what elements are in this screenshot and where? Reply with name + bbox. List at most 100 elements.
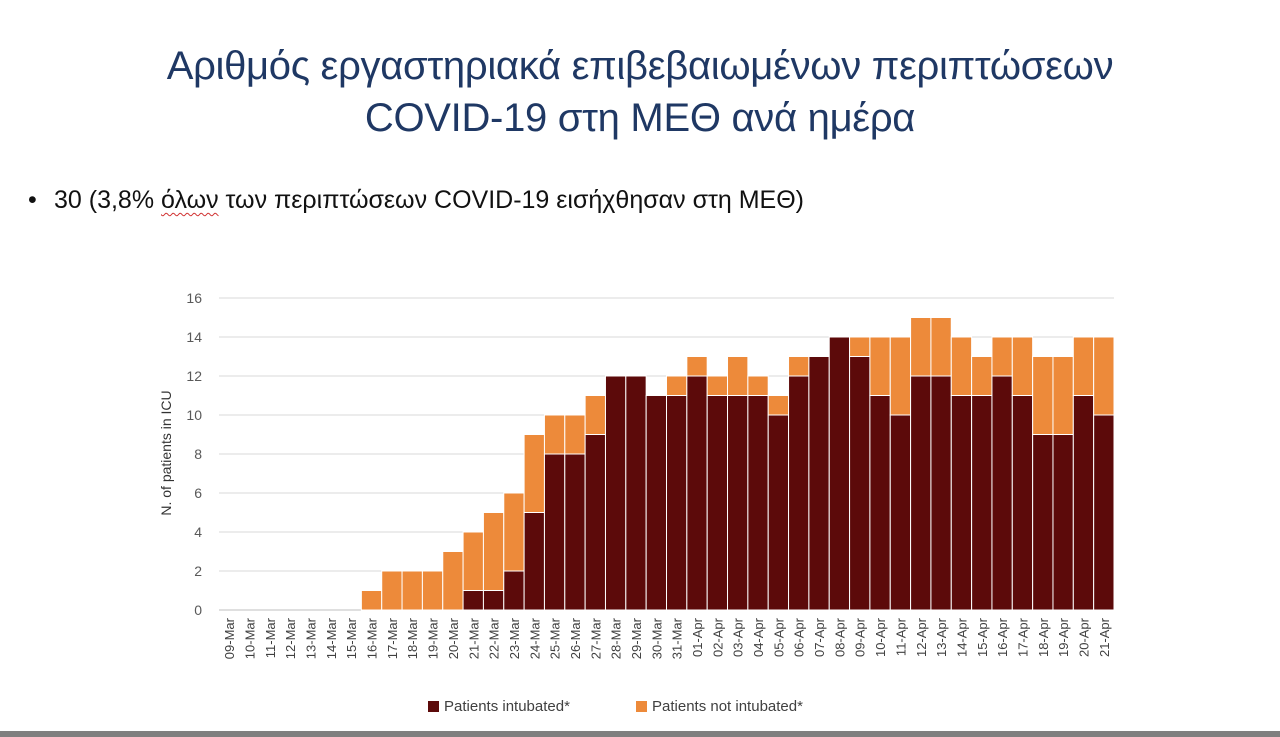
x-tick-label: 30-Mar <box>649 617 664 659</box>
x-tick-label: 18-Apr <box>1036 617 1051 657</box>
bar-intubated <box>604 375 627 611</box>
x-tick-label: 29-Mar <box>629 617 644 659</box>
bar-not-intubated <box>686 356 708 377</box>
x-tick-label: 28-Mar <box>609 617 624 659</box>
bar-not-intubated <box>401 570 423 611</box>
chart-bars <box>360 317 1115 611</box>
bar-intubated <box>1052 434 1074 611</box>
x-tick-label: 06-Apr <box>792 617 807 657</box>
x-tick-label: 01-Apr <box>690 617 705 657</box>
bar-not-intubated <box>421 570 444 611</box>
bar-not-intubated <box>727 356 749 396</box>
y-axis-ticks: 0 2 4 6 8 10 12 14 16 <box>186 290 202 618</box>
bar-intubated <box>686 375 708 611</box>
bar-intubated <box>1011 395 1034 611</box>
legend-label: Patients not intubated* <box>652 698 803 715</box>
bar-not-intubated <box>360 590 383 611</box>
x-tick-label: 16-Mar <box>365 617 380 659</box>
bar-intubated <box>564 453 586 611</box>
x-tick-label: 10-Apr <box>873 617 888 657</box>
bar-intubated <box>910 375 932 611</box>
bar-not-intubated <box>910 317 932 377</box>
bar-intubated <box>889 414 912 611</box>
bar-not-intubated <box>482 512 505 591</box>
x-tick-label: 22-Mar <box>487 617 502 659</box>
bar-intubated <box>523 512 545 611</box>
x-tick-label: 11-Mar <box>263 617 278 658</box>
x-axis-ticks: 09-Mar 10-Mar 11-Mar 12-Mar 13-Mar 14-Mar 15-M… <box>222 617 1112 659</box>
x-tick-label: 25-Mar <box>548 617 563 659</box>
bar-not-intubated <box>1032 356 1054 435</box>
bullet-text-prefix: 30 (3,8% <box>54 186 162 214</box>
bullet-point: • 30 (3,8% όλων των περιπτώσεων COVID-19 … <box>28 186 804 215</box>
bar-not-intubated <box>381 570 403 611</box>
bar-intubated <box>666 395 688 611</box>
bar-intubated <box>971 395 993 611</box>
bar-not-intubated <box>788 356 810 377</box>
y-tick-label: 16 <box>186 290 202 306</box>
x-tick-label: 11-Apr <box>893 617 908 656</box>
x-tick-label: 17-Mar <box>385 617 400 659</box>
legend-swatch <box>428 701 439 712</box>
bar-intubated <box>808 356 830 611</box>
bar-not-intubated <box>543 414 566 455</box>
bar-intubated <box>543 453 566 611</box>
x-tick-label: 16-Apr <box>995 617 1010 657</box>
bar-not-intubated <box>849 336 871 357</box>
bar-intubated <box>950 395 973 611</box>
x-tick-label: 09-Mar <box>222 617 237 659</box>
bar-not-intubated <box>971 356 993 396</box>
y-tick-label: 6 <box>194 485 202 501</box>
bullet-dot-icon: • <box>28 186 37 214</box>
bar-intubated <box>991 375 1013 611</box>
x-tick-label: 13-Mar <box>304 617 319 659</box>
bar-not-intubated <box>523 434 545 513</box>
bar-intubated <box>1072 395 1095 611</box>
bar-not-intubated <box>889 336 912 416</box>
x-tick-label: 19-Apr <box>1056 617 1071 657</box>
bar-intubated <box>584 434 606 611</box>
bar-intubated <box>706 395 729 611</box>
x-tick-label: 05-Apr <box>771 617 786 657</box>
slide-title: Αριθμός εργαστηριακά επιβεβαιωμένων περι… <box>0 40 1280 144</box>
y-tick-label: 4 <box>194 524 202 540</box>
x-tick-label: 15-Mar <box>344 617 359 659</box>
x-tick-label: 07-Apr <box>812 617 827 657</box>
bar-not-intubated <box>442 551 464 611</box>
x-tick-label: 12-Apr <box>914 617 929 657</box>
bar-not-intubated <box>1072 336 1095 396</box>
bar-intubated <box>645 395 668 611</box>
bar-intubated <box>503 570 525 611</box>
y-tick-label: 12 <box>186 368 202 384</box>
x-tick-label: 08-Apr <box>832 617 847 657</box>
bar-intubated <box>767 414 790 611</box>
x-tick-label: 24-Mar <box>527 617 542 659</box>
y-tick-label: 8 <box>194 446 202 462</box>
bar-intubated <box>930 375 952 611</box>
bar-not-intubated <box>706 375 729 396</box>
legend-swatch <box>636 701 647 712</box>
x-tick-label: 31-Mar <box>670 617 685 659</box>
bar-intubated <box>747 395 769 611</box>
bar-intubated <box>727 395 749 611</box>
x-tick-label: 19-Mar <box>426 617 441 659</box>
y-tick-label: 14 <box>186 329 202 345</box>
y-axis-label: N. of patients in ICU <box>158 390 174 515</box>
bar-not-intubated <box>767 395 790 416</box>
x-tick-label: 23-Mar <box>507 617 522 659</box>
bar-not-intubated <box>1011 336 1034 396</box>
bar-not-intubated <box>950 336 973 396</box>
x-tick-label: 21-Apr <box>1097 617 1112 657</box>
x-tick-label: 20-Apr <box>1076 617 1091 657</box>
bar-not-intubated <box>666 375 688 396</box>
bar-intubated <box>625 375 647 611</box>
x-tick-label: 02-Apr <box>710 617 725 657</box>
bar-intubated <box>788 375 810 611</box>
x-tick-label: 12-Mar <box>283 617 298 659</box>
bar-not-intubated <box>1093 336 1115 416</box>
bar-not-intubated <box>1052 356 1074 435</box>
bar-not-intubated <box>462 531 484 591</box>
slide-bottom-border <box>0 731 1280 737</box>
bar-not-intubated <box>584 395 606 435</box>
legend-label: Patients intubated* <box>444 698 570 715</box>
